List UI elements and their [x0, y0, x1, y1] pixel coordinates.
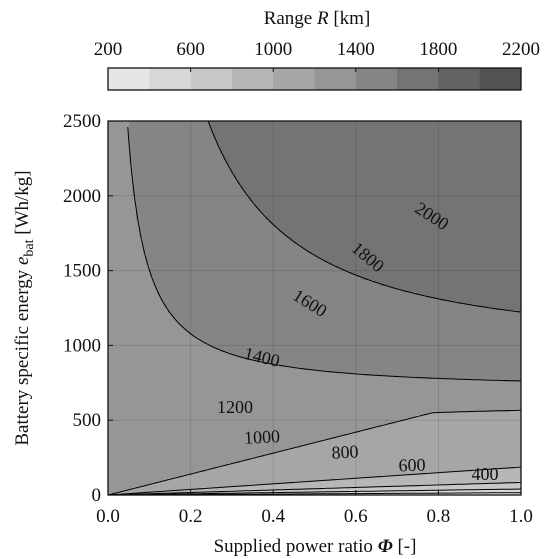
colorbar-tick-labels: 200 600 1000 1400 1800 2200	[94, 39, 540, 60]
y-tick-label: 1500	[63, 261, 101, 282]
contour-label-text: 400	[472, 464, 499, 484]
contour-label: 800	[331, 441, 359, 462]
x-tick-label: 0.2	[179, 506, 203, 527]
y-tick-label: 500	[73, 410, 102, 431]
contour-line	[108, 488, 521, 496]
colorbar	[107, 67, 522, 91]
colorbar-tick-label: 1000	[254, 39, 292, 60]
contour-label: 600	[398, 455, 426, 476]
colorbar-tick-label: 600	[176, 39, 205, 60]
colorbar-segment	[108, 68, 150, 90]
grid-lines	[108, 121, 521, 495]
x-tick-label: 0.6	[344, 506, 368, 527]
colorbar-segment	[273, 68, 315, 90]
y-axis-ticks: 0 500 1000 1500 2000 2500	[63, 111, 113, 506]
contour-line	[108, 481, 522, 496]
contour-label-text: 1000	[244, 426, 281, 448]
y-tick-label: 1000	[63, 335, 101, 356]
contour-label: 1200	[217, 397, 253, 417]
y-tick-label: 2500	[63, 111, 101, 132]
colorbar-frame	[107, 67, 522, 91]
contour-line	[108, 466, 521, 496]
contour-label: 400	[472, 464, 499, 484]
colorbar-segment	[149, 68, 192, 90]
colorbar-segment	[314, 68, 357, 90]
colorbar-tick-label: 1400	[337, 39, 375, 60]
y-axis-label: Battery specific energy ebat [Wh/kg]	[12, 170, 37, 445]
plot-frame	[107, 120, 522, 496]
contour-label-text: 1200	[217, 397, 253, 417]
colorbar-segment	[190, 68, 233, 90]
colorbar-segment	[231, 68, 274, 90]
contour-line	[207, 121, 522, 313]
x-tick-label: 0.8	[427, 506, 451, 527]
contour-line	[127, 126, 521, 382]
y-tick-label: 2000	[63, 186, 101, 207]
colorbar-tick-label: 1800	[419, 39, 457, 60]
colorbar-segment	[397, 68, 439, 90]
colorbar-title: Range R [km]	[264, 8, 371, 29]
contour-label: 1000	[244, 426, 281, 448]
colorbar-tick-label: 2200	[502, 39, 540, 60]
contour-line	[108, 409, 521, 496]
colorbar-segment	[479, 68, 522, 90]
contour-label-text: 800	[331, 441, 359, 462]
x-tick-label: 0.4	[261, 506, 285, 527]
x-axis-label: Supplied power ratio Φ [-]	[214, 536, 417, 557]
colorbar-segment	[355, 68, 398, 90]
contour-fill	[108, 121, 522, 496]
x-axis-ticks: 0.0 0.2 0.4 0.6 0.8 1.0	[96, 490, 533, 527]
colorbar-segment	[438, 68, 481, 90]
x-tick-label: 0.0	[96, 506, 120, 527]
y-tick-label: 0	[92, 485, 102, 506]
colorbar-tick-label: 200	[94, 39, 123, 60]
x-tick-label: 1.0	[509, 506, 533, 527]
contour-label-text: 600	[398, 455, 426, 476]
